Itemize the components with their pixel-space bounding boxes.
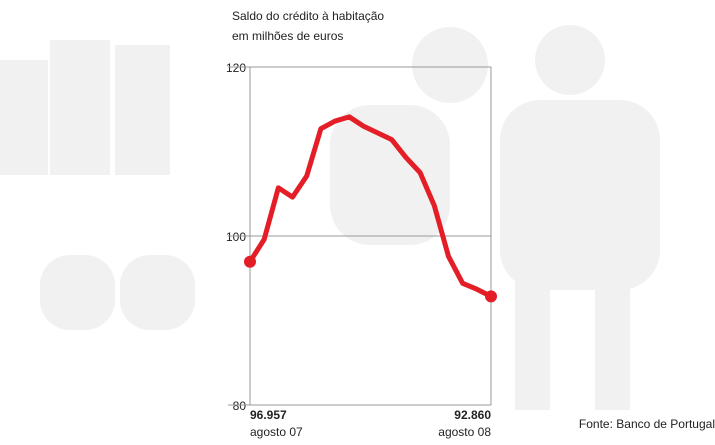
end-point xyxy=(485,290,497,303)
value-label: 96.957 xyxy=(250,408,287,422)
value-label: 92.860 xyxy=(454,408,491,422)
chart-subtitle: em milhões de euros xyxy=(232,29,343,43)
background-icons xyxy=(0,25,660,410)
x-tick-label: agosto 08 xyxy=(438,425,491,439)
x-tick-label: agosto 07 xyxy=(250,425,303,439)
source: Fonte: Banco de Portugal xyxy=(579,417,715,431)
end-point xyxy=(244,255,256,268)
y-tick-label: 120 xyxy=(226,61,246,75)
y-tick-label: 80 xyxy=(233,399,247,413)
y-tick-label: 100 xyxy=(226,230,246,244)
data-line xyxy=(247,114,494,299)
chart-title: Saldo do crédito à habitação xyxy=(232,9,384,23)
